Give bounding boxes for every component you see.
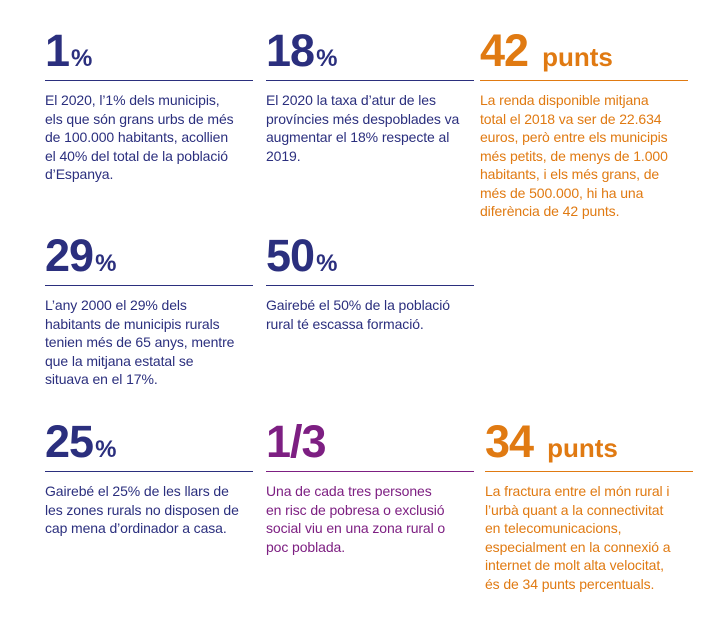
text-line: tenien més de 65 anys, mentre xyxy=(45,334,235,350)
stat-description: El 2020, l’1% dels municipis, els que só… xyxy=(45,91,253,184)
stat-description: Una de cada tres persones en risc de pob… xyxy=(266,482,474,556)
stat-number: 50 xyxy=(266,230,315,281)
text-line: de 100.000 habitants, acollien xyxy=(45,129,229,145)
stat-block-29-percent: 29 % L’any 2000 el 29% dels habitants de… xyxy=(45,233,253,389)
text-line: Gairebé el 50% de la població xyxy=(266,297,450,313)
stat-number: 1/3 xyxy=(266,416,327,467)
stat-unit: % xyxy=(316,250,338,277)
divider xyxy=(480,80,688,81)
stat-description: La fractura entre el món rural i l’urbà … xyxy=(485,482,693,593)
stat-description: La renda disponible mitjana total el 201… xyxy=(480,91,688,221)
stat-block-50-percent: 50 % Gairebé el 50% de la població rural… xyxy=(266,233,474,333)
text-line: euros, però entre els municipis xyxy=(480,129,668,145)
stat-description: Gairebé el 25% de les llars de les zones… xyxy=(45,482,253,538)
text-line: províncies més despoblades va xyxy=(266,110,460,127)
stat-description: Gairebé el 50% de la població rural té e… xyxy=(266,296,474,333)
text-line: habitants, i els més grans, de xyxy=(480,166,660,182)
divider xyxy=(45,471,253,472)
stat-unit: % xyxy=(71,45,93,72)
divider xyxy=(45,80,253,81)
text-line: més petits, de menys de 1.000 xyxy=(480,147,668,164)
stat-block-34-punts: 34 punts La fractura entre el món rural … xyxy=(485,419,693,593)
stat-number: 29 xyxy=(45,230,94,281)
stat-number: 42 xyxy=(480,25,529,76)
text-line: El 2020, l’1% dels municipis, xyxy=(45,92,220,108)
text-line: rural té escassa formació. xyxy=(266,315,424,332)
stat-figure: 42 punts xyxy=(480,28,688,78)
text-line: més de 500.000, hi ha una xyxy=(480,184,644,201)
text-line: Una de cada tres persones xyxy=(266,483,432,499)
text-line: total el 2018 va ser de 22.634 xyxy=(480,110,662,127)
stat-unit: punts xyxy=(542,42,613,72)
stat-number: 34 xyxy=(485,416,534,467)
stat-figure: 1/3 xyxy=(266,419,474,469)
stat-figure: 25 % xyxy=(45,419,253,469)
stat-description: L’any 2000 el 29% dels habitants de muni… xyxy=(45,296,253,389)
divider xyxy=(266,80,474,81)
stat-figure: 34 punts xyxy=(485,419,693,469)
divider xyxy=(45,285,253,286)
stat-figure: 18 % xyxy=(266,28,474,78)
stat-figure: 50 % xyxy=(266,233,474,283)
stat-block-18-percent: 18 % El 2020 la taxa d’atur de les proví… xyxy=(266,28,474,165)
stat-number: 18 xyxy=(266,25,315,76)
stat-figure: 1 % xyxy=(45,28,253,78)
text-line: 2019. xyxy=(266,147,301,164)
stat-block-42-punts: 42 punts La renda disponible mitjana tot… xyxy=(480,28,688,221)
stat-block-1-percent: 1 % El 2020, l’1% dels municipis, els qu… xyxy=(45,28,253,184)
text-line: situava en el 17%. xyxy=(45,371,158,387)
text-line: La fractura entre el món rural i xyxy=(485,483,670,499)
text-line: habitants de municipis rurals xyxy=(45,315,220,332)
text-line: cap mena d’ordinador a casa. xyxy=(45,520,227,536)
stat-unit: punts xyxy=(547,433,618,463)
text-line: diferència de 42 punts. xyxy=(480,203,620,219)
text-line: les zones rurals no disposen de xyxy=(45,501,239,518)
text-line: els que són grans urbs de més xyxy=(45,110,234,127)
text-line: en risc de pobresa o exclusió xyxy=(266,501,445,518)
text-line: social viu en una zona rural o xyxy=(266,520,446,536)
divider xyxy=(266,285,474,286)
text-line: en telecomunicacions, xyxy=(485,520,622,536)
text-line: que la mitjana estatal se xyxy=(45,352,194,369)
stat-number: 25 xyxy=(45,416,94,467)
text-line: Gairebé el 25% de les llars de xyxy=(45,483,229,499)
text-line: augmentar el 18% respecte al xyxy=(266,129,450,145)
text-line: L’any 2000 el 29% dels xyxy=(45,297,187,313)
text-line: internet de molt alta velocitat, xyxy=(485,557,664,573)
text-line: especialment en la connexió a xyxy=(485,538,671,555)
text-line: El 2020 la taxa d’atur de les xyxy=(266,92,436,108)
text-line: La renda disponible mitjana xyxy=(480,92,649,108)
stat-number: 1 xyxy=(45,25,70,76)
text-line: poc poblada. xyxy=(266,538,345,555)
stat-block-25-percent: 25 % Gairebé el 25% de les llars de les … xyxy=(45,419,253,538)
stat-block-one-third: 1/3 Una de cada tres persones en risc de… xyxy=(266,419,474,556)
text-line: el 40% del total de la població xyxy=(45,147,228,164)
text-line: és de 34 punts percentuals. xyxy=(485,575,655,592)
text-line: l’urbà quant a la connectivitat xyxy=(485,501,664,518)
stat-figure: 29 % xyxy=(45,233,253,283)
divider xyxy=(266,471,474,472)
stat-unit: % xyxy=(95,436,117,463)
divider xyxy=(485,471,693,472)
stat-unit: % xyxy=(95,250,117,277)
stat-unit: % xyxy=(316,45,338,72)
stat-description: El 2020 la taxa d’atur de les províncies… xyxy=(266,91,474,165)
text-line: d’Espanya. xyxy=(45,166,114,182)
